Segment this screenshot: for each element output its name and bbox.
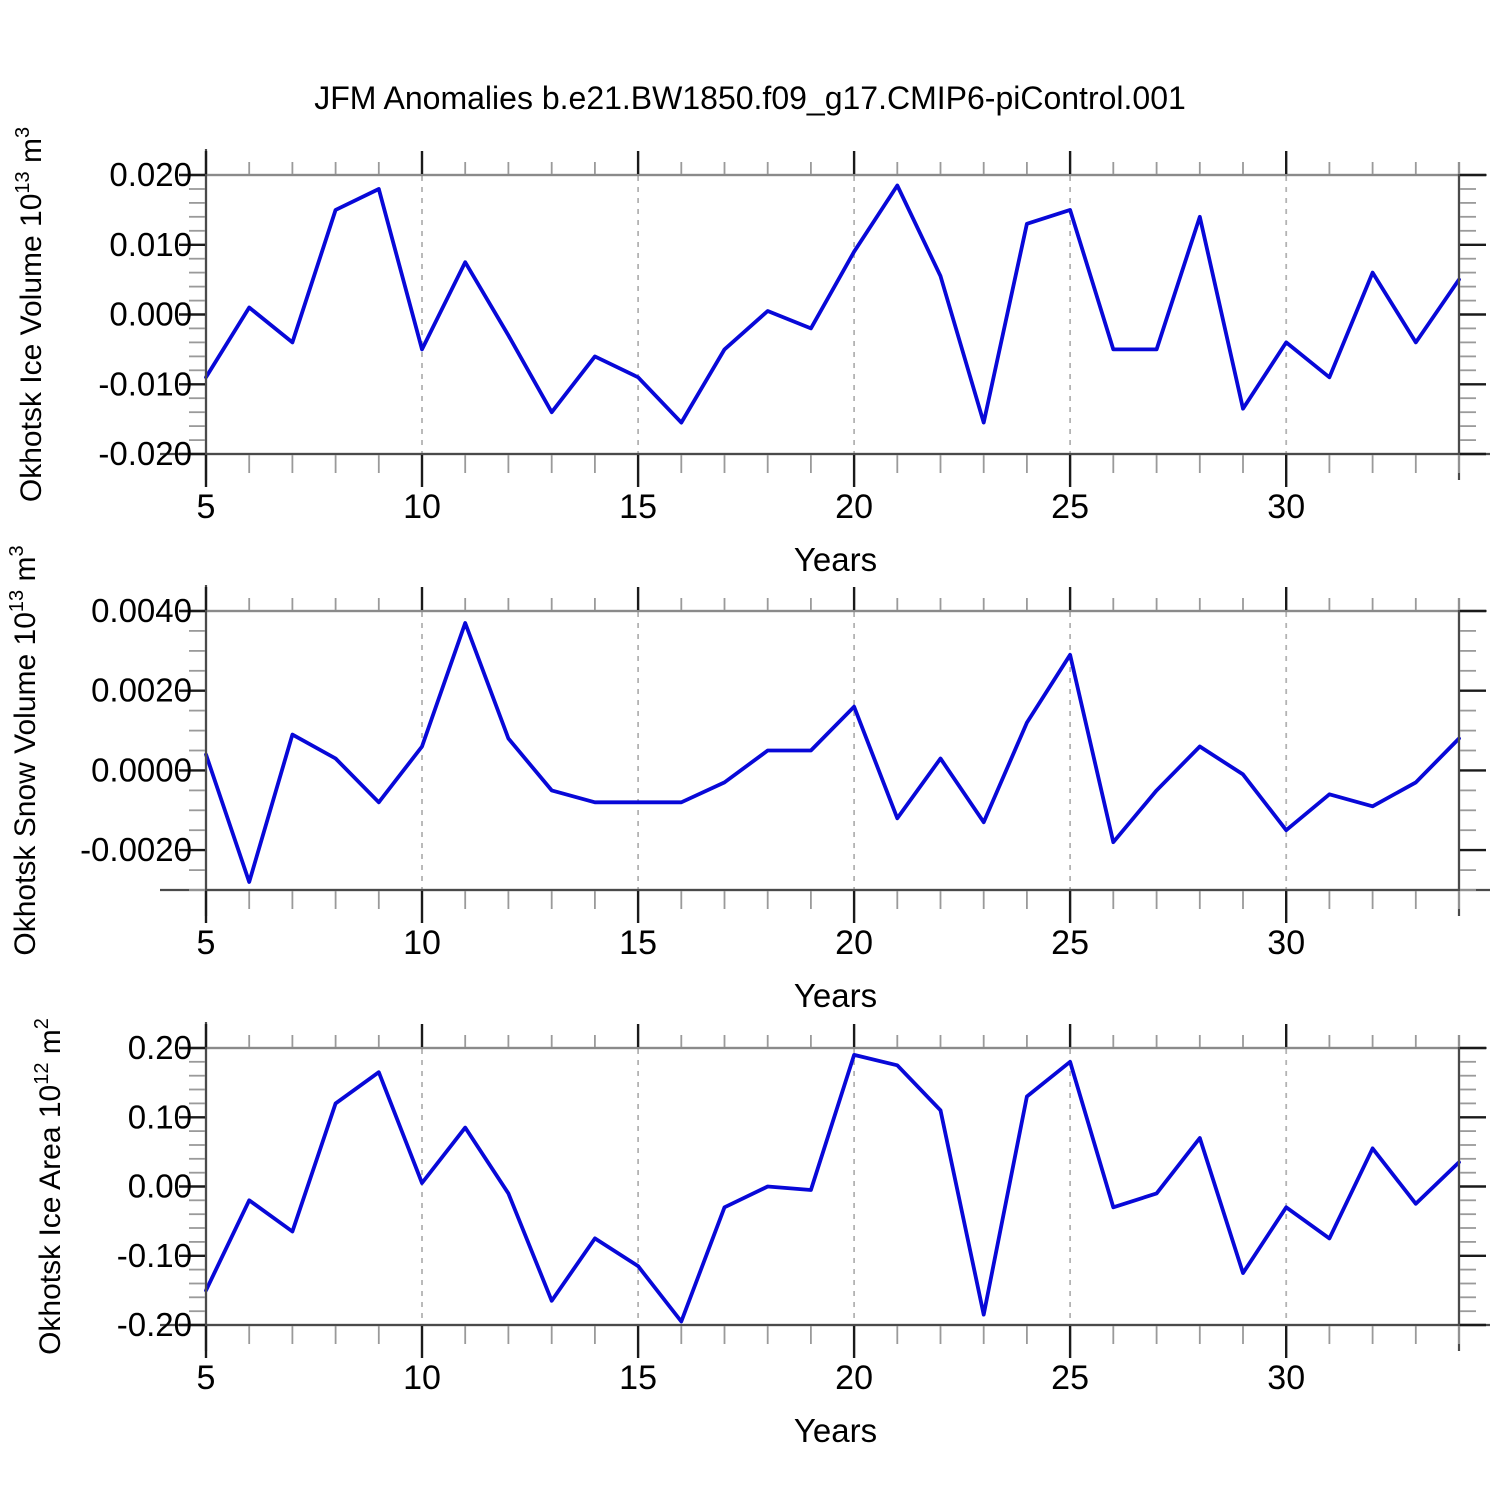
data-line-okhotsk-snow-volume	[204, 621, 1461, 884]
x-tick-label: 30	[1267, 924, 1305, 962]
y-tick-label: 0.10	[128, 1098, 192, 1135]
x-tick-label: 30	[1267, 488, 1305, 526]
plot-frame	[204, 609, 1461, 892]
y-tick-label: 0.0020	[91, 672, 192, 709]
y-tick-label: -0.10	[117, 1237, 192, 1274]
y-tick-label: -0.010	[98, 365, 192, 402]
x-tick-label: 15	[619, 488, 657, 526]
x-tick-label: 10	[403, 488, 441, 526]
x-tick-label: 5	[197, 488, 216, 526]
panel-okhotsk-ice-area: 0.20 0.10 0.00 -0.10 -0.205 10 15 20 25 30 Years Ok…	[31, 1018, 1490, 1449]
x-axis-title: Years	[794, 541, 877, 578]
ticks-okhotsk-snow-volume	[179, 587, 1486, 923]
panel-okhotsk-snow-volume: 0.0040 0.0020 0.0000 -0.0020 5 10 15 20 25 30 Year…	[6, 545, 1490, 1014]
x-tick-label: 20	[835, 924, 873, 962]
ticks-okhotsk-ice-volume	[179, 151, 1486, 487]
x-tick-label: 5	[197, 1359, 216, 1397]
ticks-okhotsk-ice-area	[179, 1024, 1486, 1358]
y-tick-label: 0.020	[109, 156, 192, 193]
y-tick-label: 0.0040	[91, 592, 192, 629]
x-tick-label: 25	[1051, 924, 1089, 962]
x-tick-label: 20	[835, 488, 873, 526]
y-axis-title: Okhotsk Snow Volume 1013 m3	[6, 545, 42, 955]
y-tick-label: -0.0020	[80, 831, 192, 868]
x-axis-title: Years	[794, 1412, 877, 1449]
plot-frame	[204, 173, 1461, 456]
x-tick-label: 15	[619, 1359, 657, 1397]
data-line-okhotsk-ice-volume	[204, 183, 1461, 425]
y-tick-label: -0.20	[117, 1306, 192, 1343]
y-tick-label: -0.020	[98, 435, 192, 472]
figure-title: JFM Anomalies b.e21.BW1850.f09_g17.CMIP6…	[314, 80, 1186, 116]
x-tick-label: 10	[403, 924, 441, 962]
x-tick-label: 25	[1051, 488, 1089, 526]
y-tick-label: 0.000	[109, 296, 192, 333]
y-tick-label: 0.0000	[91, 751, 192, 788]
x-axis-title: Years	[794, 977, 877, 1014]
y-axis-title: Okhotsk Ice Volume 1013 m3	[12, 127, 48, 502]
y-tick-label: 0.010	[109, 226, 192, 263]
x-tick-label: 25	[1051, 1359, 1089, 1397]
x-tick-label: 30	[1267, 1359, 1305, 1397]
x-tick-label: 10	[403, 1359, 441, 1397]
x-tick-label: 5	[197, 924, 216, 962]
y-tick-label: 0.00	[128, 1168, 192, 1205]
x-tick-label: 20	[835, 1359, 873, 1397]
plot-frame	[204, 1046, 1461, 1327]
y-tick-label: 0.20	[128, 1029, 192, 1066]
y-axis-title: Okhotsk Ice Area 1012 m2	[31, 1018, 67, 1355]
x-tick-label: 15	[619, 924, 657, 962]
data-line-okhotsk-ice-area	[204, 1053, 1461, 1324]
